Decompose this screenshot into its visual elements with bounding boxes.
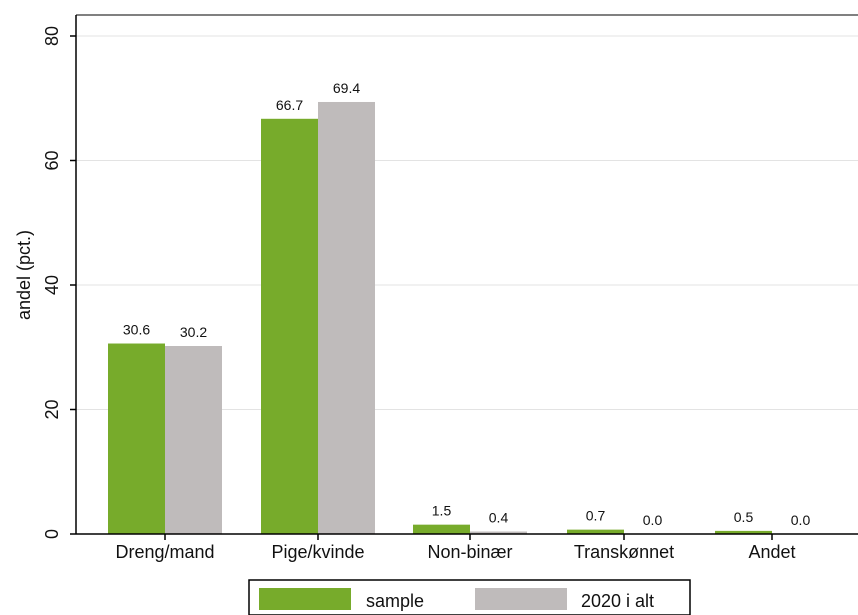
- x-tick-label: Non-binær: [427, 542, 512, 562]
- y-axis-title: andel (pct.): [14, 230, 34, 320]
- bar-sample-3: [567, 529, 624, 534]
- legend-swatch: [259, 588, 351, 610]
- data-label: 0.7: [586, 508, 606, 524]
- y-tick-label: 20: [42, 399, 62, 419]
- data-label: 0.5: [734, 509, 754, 525]
- bar-sample-1: [261, 118, 318, 534]
- data-label: 0.0: [643, 512, 663, 528]
- x-tick-label: Andet: [748, 542, 795, 562]
- legend-label: 2020 i alt: [581, 591, 654, 611]
- x-tick-label: Pige/kvinde: [271, 542, 364, 562]
- data-label: 0.0: [791, 512, 811, 528]
- gridlines: [76, 35, 858, 410]
- y-tick-label: 60: [42, 150, 62, 170]
- data-label: 69.4: [333, 80, 360, 96]
- bar-sample-4: [715, 530, 772, 534]
- x-tick-label: Dreng/mand: [115, 542, 214, 562]
- bar-2020-i-alt-0: [165, 346, 222, 534]
- legend: sample 2020 i alt: [248, 579, 691, 615]
- legend-label: sample: [366, 591, 424, 611]
- bar-sample-2: [413, 524, 470, 534]
- axes: 0 20 40 60 80 Dreng/mand Pige/kvinde Non-binær T…: [14, 14, 858, 562]
- bar-sample-0: [108, 343, 165, 534]
- bars: [108, 101, 772, 535]
- data-label: 1.5: [432, 503, 452, 519]
- x-tick-label: Transkønnet: [574, 542, 674, 562]
- data-label: 66.7: [276, 97, 303, 113]
- y-tick-label: 40: [42, 275, 62, 295]
- bar-2020-i-alt-2: [470, 531, 527, 534]
- data-label: 30.6: [123, 322, 150, 338]
- data-label: 30.2: [180, 324, 207, 340]
- y-tick-label: 80: [42, 26, 62, 46]
- data-label: 0.4: [489, 510, 509, 526]
- bar-2020-i-alt-1: [318, 101, 375, 535]
- legend-swatch: [475, 588, 567, 610]
- data-labels: 30.6 66.7 1.5 0.7 0.5 30.2 69.4 0.4 0.0 0.0: [123, 80, 811, 528]
- y-tick-label: 0: [42, 529, 62, 539]
